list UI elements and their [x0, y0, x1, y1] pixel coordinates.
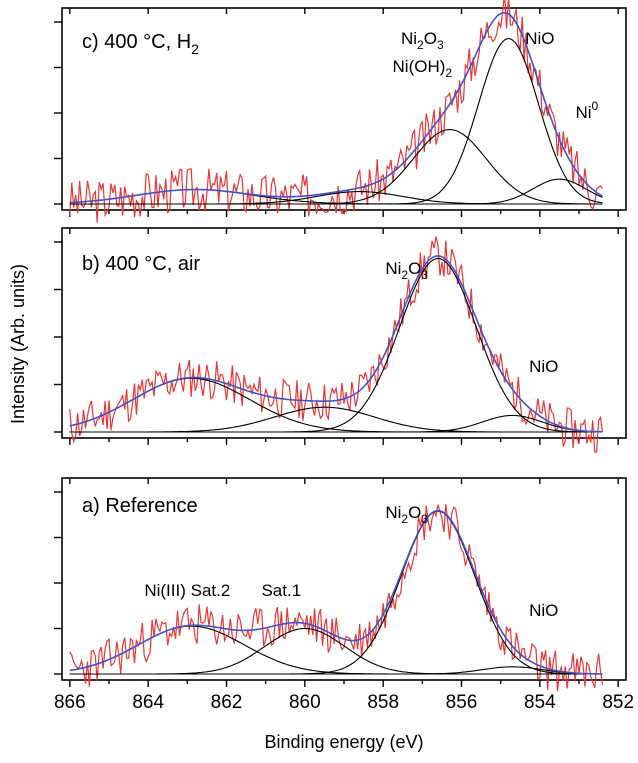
- x-tick-label: 852: [602, 692, 634, 713]
- x-tick-label: 860: [289, 692, 321, 713]
- peak-annotation: Ni2O3: [401, 29, 444, 52]
- x-tick-label: 854: [524, 692, 556, 713]
- peak-annotation: Sat.1: [261, 581, 301, 600]
- fit-envelope: [69, 509, 603, 675]
- peak-annotation: Ni2O3: [385, 503, 428, 526]
- peak-annotation: NiO: [529, 357, 558, 376]
- x-axis-label: Binding energy (eV): [264, 732, 423, 752]
- x-tick-label: 866: [54, 692, 86, 713]
- peak-annotation: NiO: [525, 29, 554, 48]
- raw-spectrum: [69, 504, 604, 692]
- panel-0: c) 400 °C, H2 Ni2O3 Ni(OH)2 NiO Ni0: [54, 0, 627, 223]
- x-tick-label: 858: [367, 692, 399, 713]
- x-tick-label: 864: [132, 692, 164, 713]
- x-tick-label: 862: [211, 692, 243, 713]
- raw-spectrum: [69, 236, 604, 453]
- fit-component: [69, 257, 603, 433]
- panel-label: c) 400 °C, H2: [82, 31, 199, 57]
- peak-annotation: Ni0: [575, 99, 598, 122]
- fit-component: [69, 37, 603, 205]
- panel-label: b) 400 °C, air: [82, 253, 200, 275]
- panel-1: b) 400 °C, air Ni2O3 NiO: [54, 227, 627, 453]
- peak-annotation: Ni(III) Sat.2: [144, 581, 230, 600]
- panel-2: 866 864 862 860 858 856 854 852 a) Reference Ni2O…: [54, 477, 634, 713]
- fit-envelope: [69, 255, 603, 433]
- panel-label: a) Reference: [82, 495, 198, 517]
- fit-envelope: [69, 11, 603, 204]
- y-axis-label: Intensity (Arb. units): [8, 264, 28, 424]
- peak-annotation: Ni(OH)2: [393, 57, 453, 80]
- peak-annotation: NiO: [529, 601, 558, 620]
- peak-annotation: Ni2O3: [385, 259, 428, 282]
- x-tick-label: 856: [446, 692, 478, 713]
